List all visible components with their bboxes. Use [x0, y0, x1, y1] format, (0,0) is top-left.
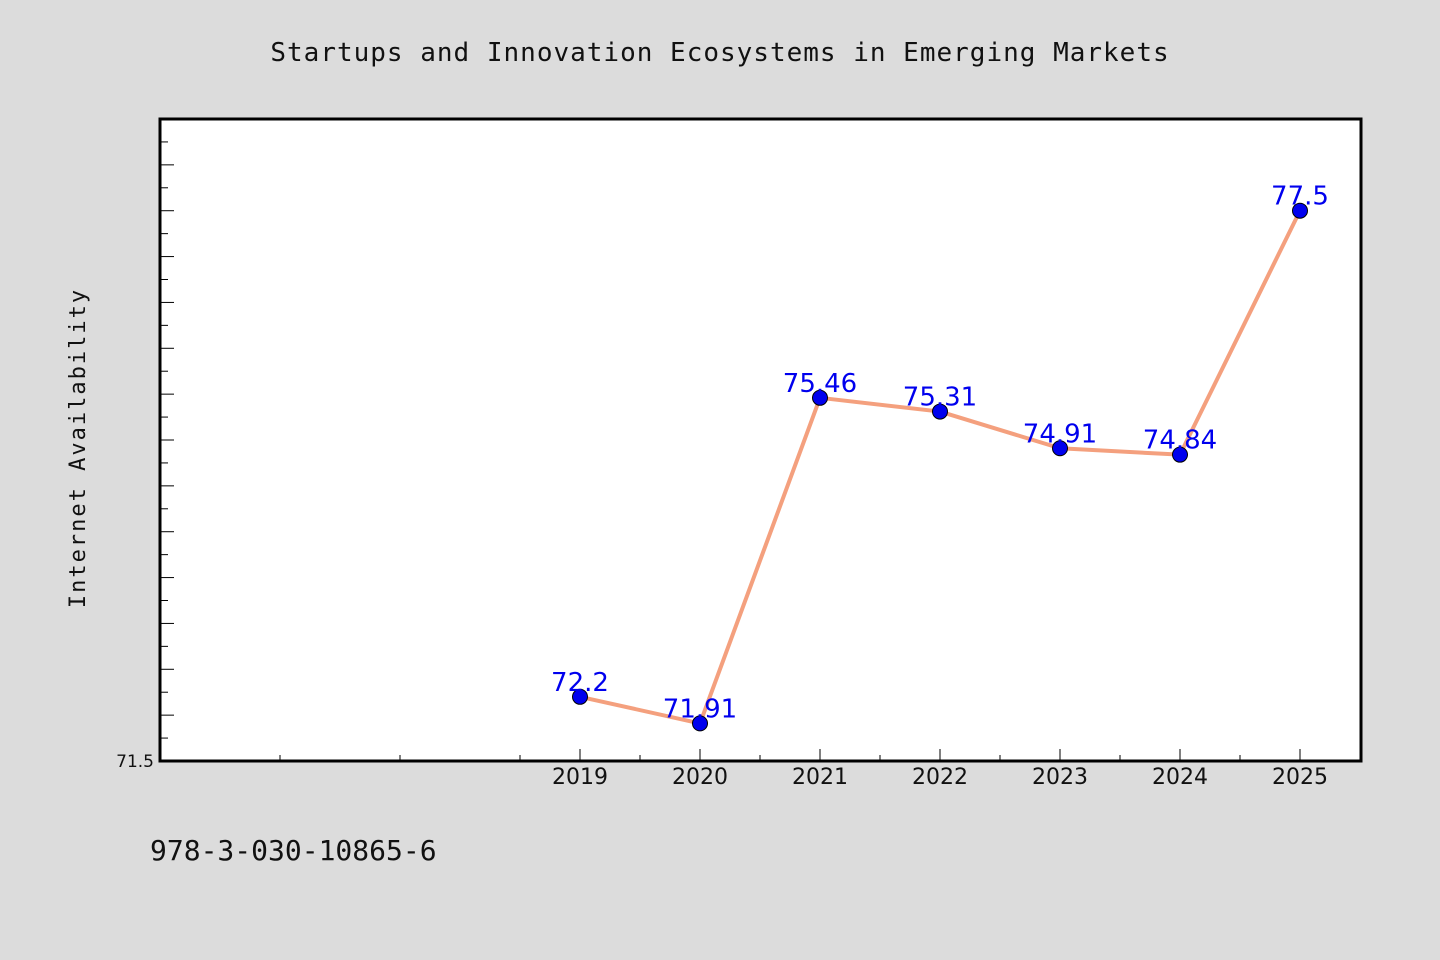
- x-tick-label: 2020: [672, 765, 728, 790]
- data-label: 75.46: [783, 369, 857, 399]
- data-label: 71.91: [663, 694, 737, 724]
- x-tick-label: 2024: [1152, 765, 1208, 790]
- series-layer: [572, 202, 1308, 732]
- data-label: 72.2: [551, 668, 609, 698]
- data-point: [1052, 440, 1068, 457]
- axis-ticks: 71.5 2019 2020 2021 2022 2023 2024 2025: [116, 118, 1328, 790]
- footer-isbn: 978-3-030-10865-6: [150, 834, 437, 867]
- y-axis-label: Internet Availability: [66, 288, 91, 608]
- chart-title: Startups and Innovation Ecosystems in Em…: [270, 38, 1169, 68]
- data-label: 74.91: [1023, 419, 1097, 449]
- data-point: [1172, 446, 1188, 463]
- x-tick-label: 2025: [1272, 765, 1328, 790]
- data-point: [932, 403, 948, 420]
- data-label: 74.84: [1143, 426, 1217, 456]
- data-point: [692, 715, 708, 732]
- data-point: [812, 389, 828, 406]
- data-point: [1292, 202, 1308, 219]
- x-tick-label: 2021: [792, 765, 848, 790]
- data-label: 77.5: [1271, 182, 1329, 212]
- x-tick-label: 2023: [1032, 765, 1088, 790]
- data-labels: 72.2 71.91 75.46 75.31 74.91 74.84 77.5: [551, 182, 1329, 725]
- data-point: [572, 688, 588, 705]
- y-tick-label: 71.5: [116, 752, 154, 772]
- x-tick-label: 2019: [552, 765, 608, 790]
- data-label: 75.31: [903, 383, 977, 413]
- x-tick-label: 2022: [912, 765, 968, 790]
- plot-area: [158, 117, 1363, 763]
